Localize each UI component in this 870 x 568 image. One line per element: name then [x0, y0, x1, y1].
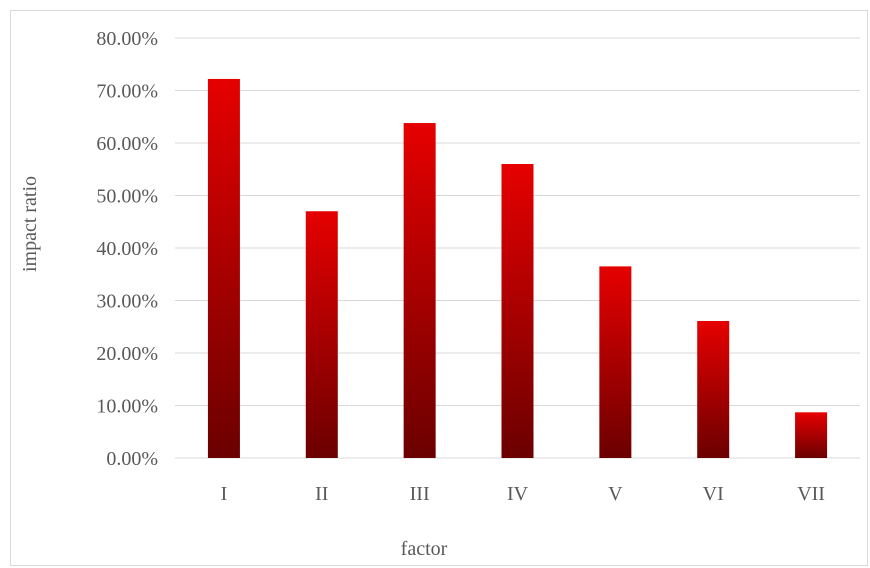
x-axis-title: factor [401, 538, 448, 560]
y-tick-label: 40.00% [96, 238, 158, 260]
bar-III [403, 123, 436, 459]
bar-VI [697, 320, 730, 458]
chart-frame [10, 10, 868, 566]
bar-VII [795, 412, 828, 458]
x-tick-label: V [608, 483, 623, 505]
x-tick-label: VII [797, 483, 825, 505]
y-tick-label: 30.00% [96, 291, 158, 313]
bars [207, 78, 828, 459]
x-tick-label: III [410, 483, 430, 505]
y-tick-label: 70.00% [96, 81, 158, 103]
x-tick-label: VI [703, 483, 724, 505]
bar-IV [501, 164, 534, 458]
y-tick-label: 80.00% [96, 28, 158, 50]
y-tick-label: 0.00% [106, 448, 158, 470]
y-tick-label: 10.00% [96, 396, 158, 418]
x-tick-label: II [315, 483, 328, 505]
y-tick-label: 50.00% [96, 186, 158, 208]
bar-II [305, 211, 338, 458]
x-tick-label: IV [507, 483, 529, 505]
y-tick-label: 20.00% [96, 343, 158, 365]
x-axis-ticks: I II III IV V VI VII [221, 483, 825, 505]
x-tick-label: I [221, 483, 228, 505]
bar-I [207, 78, 240, 458]
bar-V [599, 266, 632, 458]
y-axis-ticks: 0.00% 10.00% 20.00% 30.00% 40.00% 50.00% 60.00… [96, 28, 158, 470]
y-tick-label: 60.00% [96, 133, 158, 155]
y-axis-title: impact ratio [19, 176, 41, 272]
